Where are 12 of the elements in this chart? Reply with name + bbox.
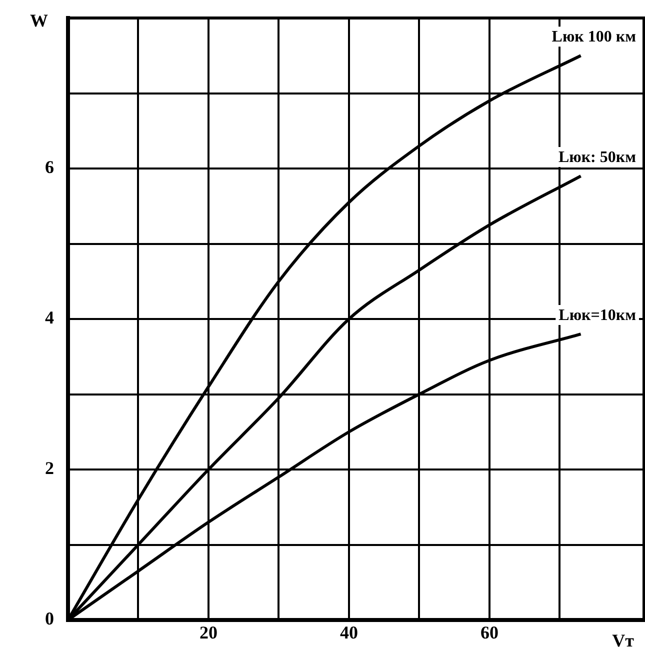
x-axis-title: Vт <box>612 630 634 651</box>
series-label: Lюк=10км <box>558 307 636 324</box>
y-axis-title: W <box>30 10 48 31</box>
y-tick-label: 4 <box>45 308 54 328</box>
x-tick-label: 60 <box>480 622 498 642</box>
y-tick-label: 0 <box>45 608 54 629</box>
x-tick-label: 20 <box>199 622 218 642</box>
x-tick-label: 40 <box>340 622 358 642</box>
series-label: Lюк 100 км <box>552 28 636 46</box>
series-label: Lюк: 50км <box>558 149 636 166</box>
y-tick-label: 6 <box>45 157 54 178</box>
y-tick-label: 2 <box>45 458 54 478</box>
